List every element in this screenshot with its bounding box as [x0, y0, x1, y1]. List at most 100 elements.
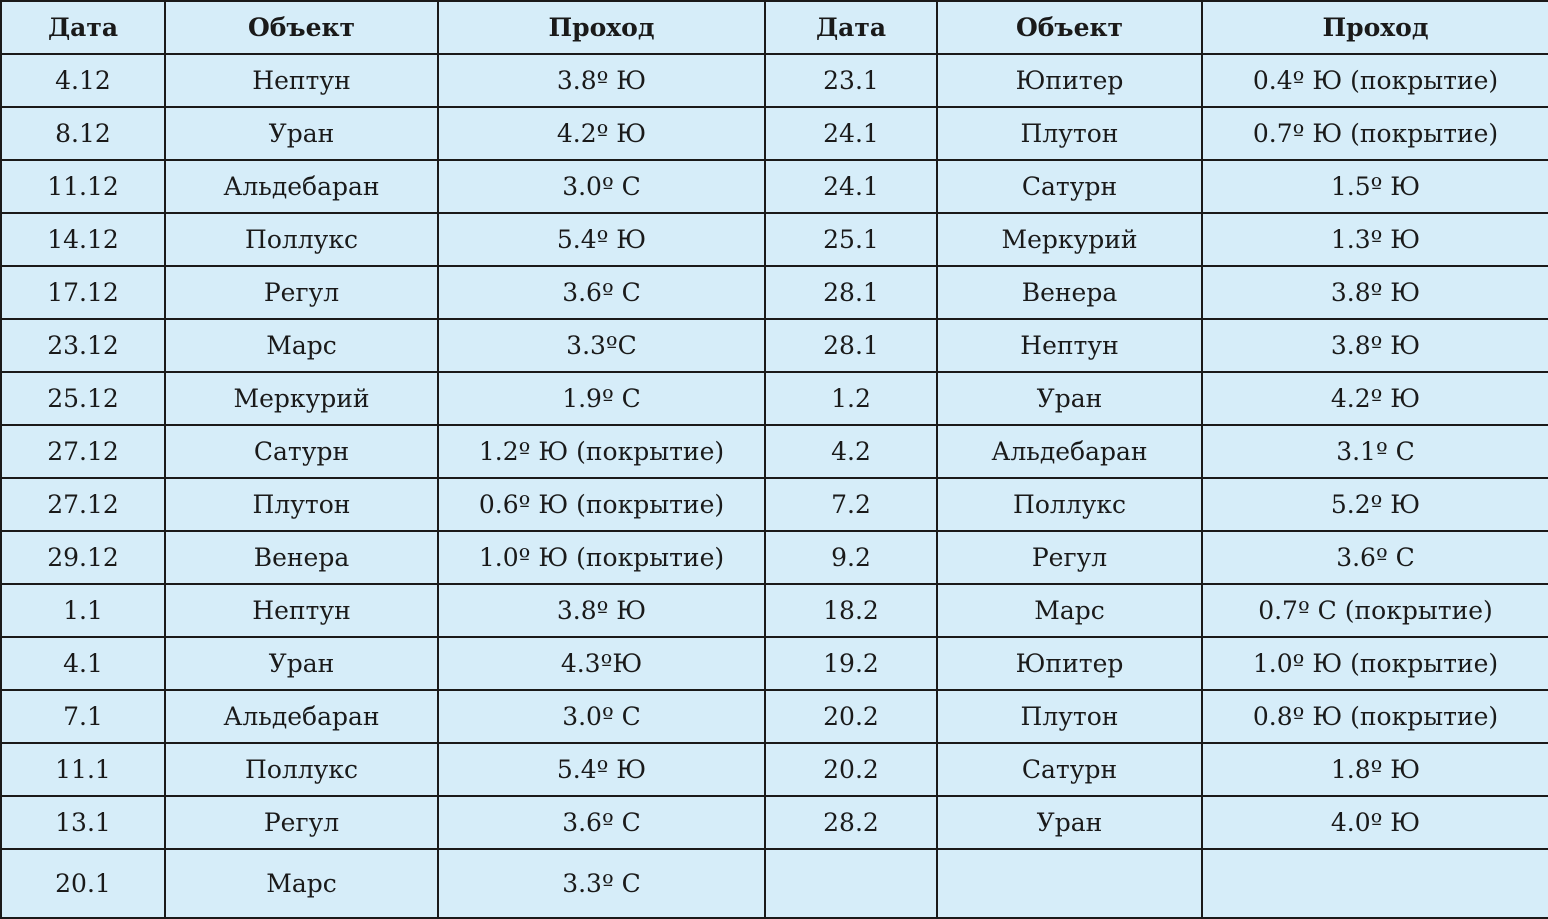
date-cell: 7.1: [0, 689, 166, 744]
date-cell: 20.2: [764, 742, 938, 797]
date-cell: 28.1: [764, 318, 938, 373]
object-cell: Нептун: [936, 318, 1203, 373]
header-passage: Проход: [1201, 0, 1548, 55]
table-row: 11.1 Поллукс 5.4º Ю 20.2 Сатурн 1.8º Ю: [0, 742, 1548, 797]
table-body: 4.12 Нептун 3.8º Ю 23.1 Юпитер 0.4º Ю (покрыт…: [0, 53, 1548, 919]
passage-cell: 3.6º С: [1201, 530, 1548, 585]
object-cell: Марс: [936, 583, 1203, 638]
object-cell: Венера: [164, 530, 439, 585]
date-cell: 7.2: [764, 477, 938, 532]
date-cell: 1.2: [764, 371, 938, 426]
passage-cell: 4.0º Ю: [1201, 795, 1548, 850]
date-cell: [764, 848, 938, 919]
table-row: 13.1 Регул 3.6º С 28.2 Уран 4.0º Ю: [0, 795, 1548, 850]
passage-cell: 5.4º Ю: [437, 212, 766, 267]
object-cell: Поллукс: [164, 742, 439, 797]
passage-cell: 4.2º Ю: [1201, 371, 1548, 426]
date-cell: 4.12: [0, 53, 166, 108]
passage-cell: 1.0º Ю (покрытие): [1201, 636, 1548, 691]
passage-cell: 3.6º С: [437, 265, 766, 320]
passage-cell: 0.4º Ю (покрытие): [1201, 53, 1548, 108]
date-cell: 11.1: [0, 742, 166, 797]
date-cell: 20.2: [764, 689, 938, 744]
table-row: 20.1 Марс 3.3º С: [0, 848, 1548, 919]
object-cell: Регул: [164, 265, 439, 320]
date-cell: 20.1: [0, 848, 166, 919]
object-cell: Юпитер: [936, 53, 1203, 108]
date-cell: 23.12: [0, 318, 166, 373]
passage-cell: 0.7º Ю (покрытие): [1201, 106, 1548, 161]
passage-cell: 1.5º Ю: [1201, 159, 1548, 214]
header-row: Дата Объект Проход Дата Объект Проход: [0, 0, 1548, 55]
passage-cell: 3.8º Ю: [1201, 265, 1548, 320]
object-cell: Меркурий: [164, 371, 439, 426]
date-cell: 24.1: [764, 106, 938, 161]
object-cell: Уран: [164, 636, 439, 691]
passage-cell: 3.8º Ю: [437, 583, 766, 638]
passage-cell: 4.2º Ю: [437, 106, 766, 161]
table-row: 14.12 Поллукс 5.4º Ю 25.1 Меркурий 1.3º Ю: [0, 212, 1548, 267]
date-cell: 25.12: [0, 371, 166, 426]
date-cell: 19.2: [764, 636, 938, 691]
object-cell: Сатурн: [164, 424, 439, 479]
passage-cell: [1201, 848, 1548, 919]
object-cell: Марс: [164, 848, 439, 919]
date-cell: 18.2: [764, 583, 938, 638]
table-row: 23.12 Марс 3.3ºС 28.1 Нептун 3.8º Ю: [0, 318, 1548, 373]
object-cell: Сатурн: [936, 159, 1203, 214]
header-date: Дата: [0, 0, 166, 55]
passage-cell: 1.2º Ю (покрытие): [437, 424, 766, 479]
passage-cell: 0.7º С (покрытие): [1201, 583, 1548, 638]
header-date: Дата: [764, 0, 938, 55]
object-cell: Альдебаран: [936, 424, 1203, 479]
passage-cell: 5.2º Ю: [1201, 477, 1548, 532]
object-cell: Марс: [164, 318, 439, 373]
header-object: Объект: [164, 0, 439, 55]
passage-cell: 3.3ºС: [437, 318, 766, 373]
object-cell: Альдебаран: [164, 689, 439, 744]
object-cell: Уран: [936, 795, 1203, 850]
passage-cell: 1.0º Ю (покрытие): [437, 530, 766, 585]
date-cell: 11.12: [0, 159, 166, 214]
date-cell: 13.1: [0, 795, 166, 850]
object-cell: Нептун: [164, 583, 439, 638]
table-row: 7.1 Альдебаран 3.0º С 20.2 Плутон 0.8º Ю (пок…: [0, 689, 1548, 744]
object-cell: [936, 848, 1203, 919]
table-row: 1.1 Нептун 3.8º Ю 18.2 Марс 0.7º С (покрытие): [0, 583, 1548, 638]
object-cell: Меркурий: [936, 212, 1203, 267]
date-cell: 1.1: [0, 583, 166, 638]
passage-cell: 3.8º Ю: [1201, 318, 1548, 373]
table-row: 11.12 Альдебаран 3.0º С 24.1 Сатурн 1.5º Ю: [0, 159, 1548, 214]
passage-cell: 5.4º Ю: [437, 742, 766, 797]
object-cell: Поллукс: [164, 212, 439, 267]
passage-cell: 0.8º Ю (покрытие): [1201, 689, 1548, 744]
passage-cell: 3.6º С: [437, 795, 766, 850]
date-cell: 28.1: [764, 265, 938, 320]
object-cell: Уран: [936, 371, 1203, 426]
object-cell: Венера: [936, 265, 1203, 320]
passage-cell: 0.6º Ю (покрытие): [437, 477, 766, 532]
object-cell: Плутон: [936, 689, 1203, 744]
date-cell: 28.2: [764, 795, 938, 850]
date-cell: 4.2: [764, 424, 938, 479]
passage-cell: 3.3º С: [437, 848, 766, 919]
date-cell: 25.1: [764, 212, 938, 267]
passage-cell: 1.9º С: [437, 371, 766, 426]
object-cell: Регул: [164, 795, 439, 850]
passage-cell: 3.0º С: [437, 159, 766, 214]
table-row: 29.12 Венера 1.0º Ю (покрытие) 9.2 Регул 3.6º…: [0, 530, 1548, 585]
table-row: 27.12 Плутон 0.6º Ю (покрытие) 7.2 Поллукс 5.…: [0, 477, 1548, 532]
object-cell: Нептун: [164, 53, 439, 108]
date-cell: 17.12: [0, 265, 166, 320]
date-cell: 29.12: [0, 530, 166, 585]
table-row: 25.12 Меркурий 1.9º С 1.2 Уран 4.2º Ю: [0, 371, 1548, 426]
object-cell: Плутон: [164, 477, 439, 532]
passage-cell: 3.1º С: [1201, 424, 1548, 479]
table-row: 4.1 Уран 4.3ºЮ 19.2 Юпитер 1.0º Ю (покрытие): [0, 636, 1548, 691]
object-cell: Плутон: [936, 106, 1203, 161]
object-cell: Сатурн: [936, 742, 1203, 797]
header-passage: Проход: [437, 0, 766, 55]
table-row: 4.12 Нептун 3.8º Ю 23.1 Юпитер 0.4º Ю (покрыт…: [0, 53, 1548, 108]
date-cell: 27.12: [0, 424, 166, 479]
